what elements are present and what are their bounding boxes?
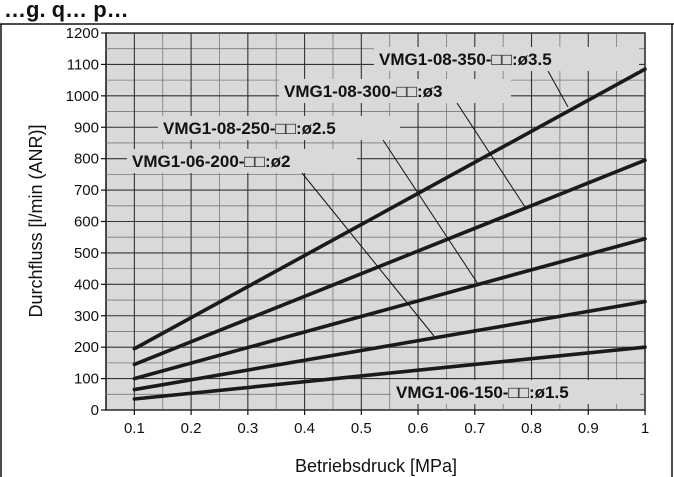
y-tick-label: 100: [74, 371, 99, 388]
y-tick-label: 900: [74, 119, 99, 136]
x-tick-label: 0.6: [408, 420, 429, 437]
page-title: …g. q… p…: [4, 0, 129, 22]
y-tick-label: 1100: [67, 56, 99, 73]
series-label-bg-vmg1-08-300: [279, 79, 511, 103]
y-tick-label: 700: [74, 182, 99, 199]
x-axis-title: Betriebsdruck [MPa]: [295, 456, 457, 476]
leader-lines: [301, 70, 569, 337]
series-line-4: [132, 345, 647, 401]
series-label-vmg1-08-250: VMG1-08-250-□□:ø2.5: [163, 119, 336, 138]
x-axis-ticks: 0.1 0.2 0.3 0.4 0.5 0.6 0.7 0.8 0.9 1: [124, 410, 649, 437]
series-label-bg-vmg1-06-150: [391, 380, 640, 404]
x-tick-label: 0.8: [521, 420, 542, 437]
series-lines: [132, 67, 647, 401]
y-tick-label: 500: [74, 245, 99, 262]
leader-line: [382, 139, 479, 285]
series-label-bg-vmg1-08-350: [374, 47, 639, 71]
series-label-vmg1-08-300: VMG1-08-300-□□:ø3: [284, 82, 442, 101]
y-tick-label: 600: [74, 214, 99, 231]
series-label-bg-vmg1-06-200: [127, 149, 357, 173]
x-tick-label: 0.5: [351, 420, 372, 437]
y-tick-label: 200: [74, 339, 99, 356]
y-tick-label: 1000: [66, 88, 99, 105]
series-label-vmg1-06-200: VMG1-06-200-□□:ø2: [132, 152, 290, 171]
series-line-2: [132, 236, 647, 381]
y-tick-label: 1200: [66, 25, 99, 42]
series-line-0: [132, 67, 647, 351]
y-tick-label: 300: [74, 308, 99, 325]
x-tick-label: 0.2: [181, 420, 202, 437]
series-line-1: [132, 158, 647, 367]
y-axis-ticks: 0 100 200 300 400 500 600 700 800 900 1000 1100 1200: [66, 25, 106, 419]
x-tick-label: 1: [641, 420, 649, 437]
x-tick-label: 0.1: [124, 420, 145, 437]
y-axis-title: Durchfluss [l/min (ANR)]: [26, 124, 46, 317]
x-tick-label: 0.7: [464, 420, 485, 437]
y-tick-label: 0: [91, 402, 99, 419]
leader-line: [547, 70, 569, 108]
series-line-3: [132, 299, 647, 392]
x-tick-label: 0.4: [294, 420, 315, 437]
y-tick-label: 400: [74, 276, 99, 293]
y-tick-label: 800: [74, 151, 99, 168]
leader-line: [456, 102, 526, 208]
x-tick-label: 0.9: [578, 420, 599, 437]
series-label-vmg1-06-150: VMG1-06-150-□□:ø1.5: [396, 383, 569, 402]
series-label-bg-vmg1-08-250: [158, 116, 400, 140]
x-tick-label: 0.3: [237, 420, 258, 437]
leader-line: [301, 172, 435, 337]
series-label-vmg1-08-350: VMG1-08-350-□□:ø3.5: [379, 50, 552, 69]
